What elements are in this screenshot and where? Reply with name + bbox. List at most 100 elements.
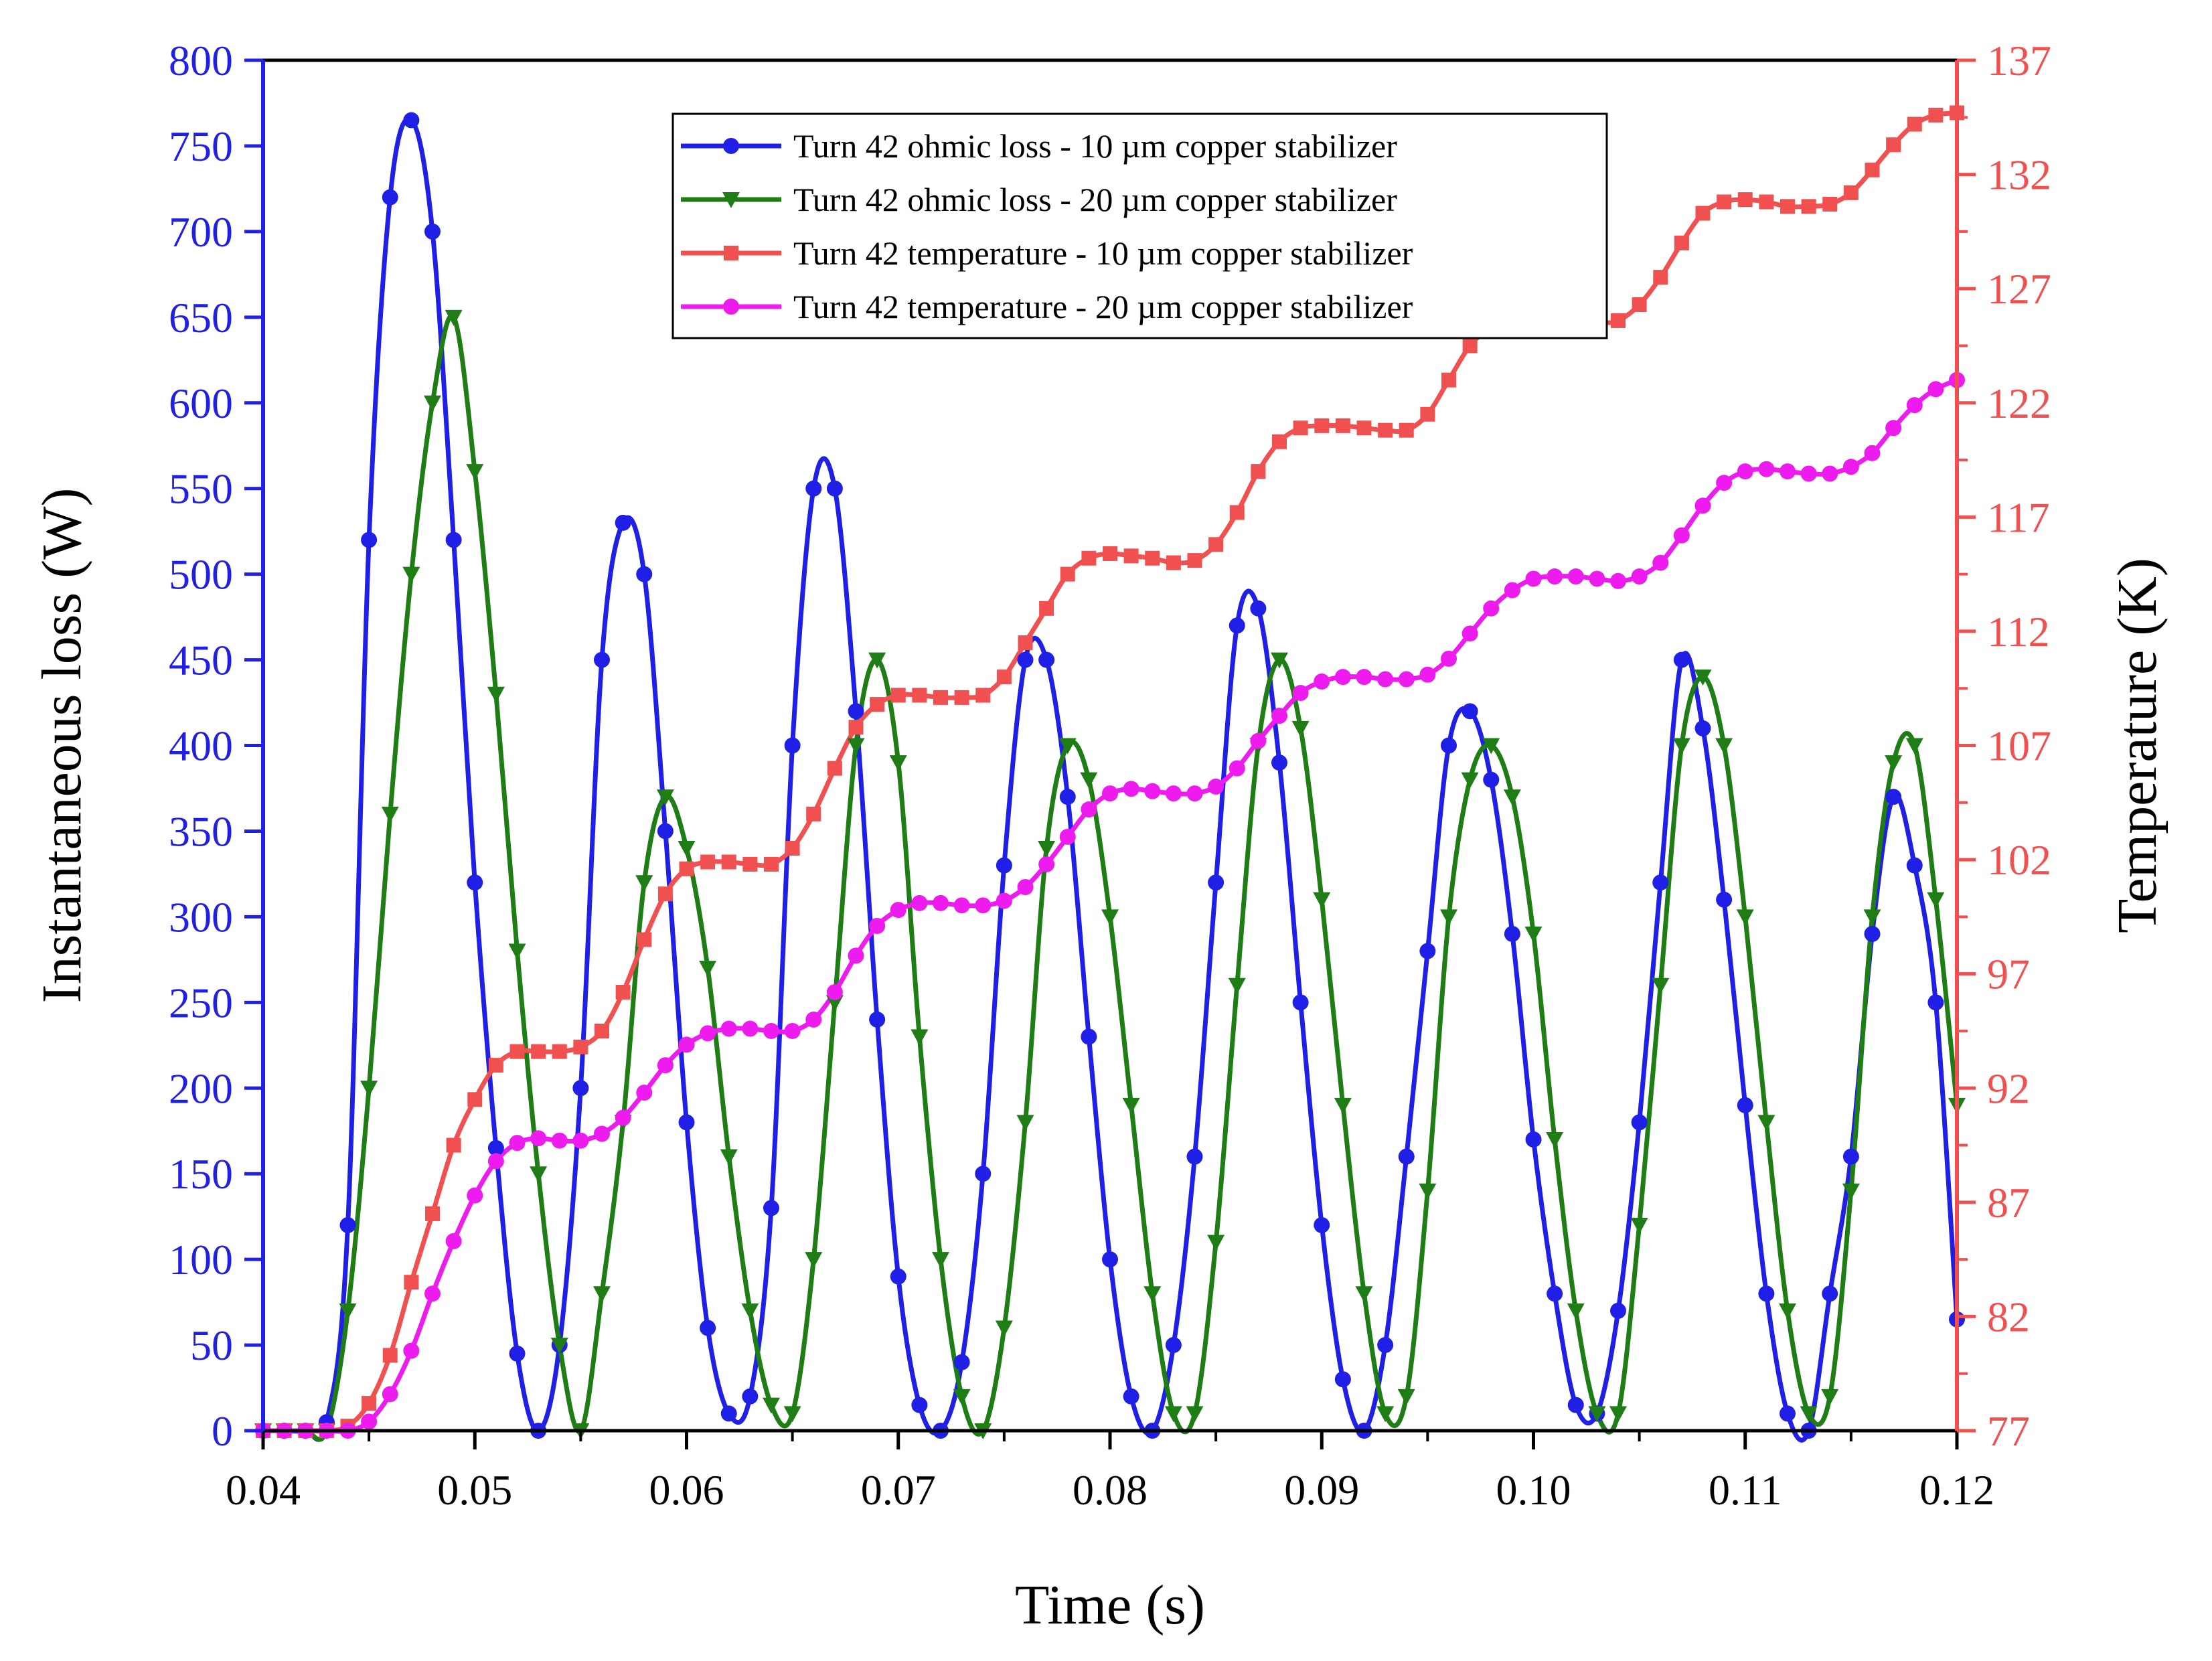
data-point-series-4 (445, 1233, 462, 1249)
data-point-series-3 (467, 1092, 483, 1107)
data-point-series-3 (1674, 235, 1689, 250)
data-point-series-2 (1757, 1115, 1775, 1131)
data-point-series-4 (1038, 856, 1055, 872)
data-point-series-4 (1377, 671, 1394, 688)
data-point-series-4 (1885, 420, 1902, 437)
y-right-tick-label: 122 (1987, 380, 2051, 427)
data-point-series-3 (446, 1137, 461, 1153)
data-point-series-3 (1653, 270, 1668, 285)
data-point-series-1 (572, 1080, 589, 1097)
data-point-series-4 (1250, 732, 1267, 749)
data-point-series-4 (615, 1109, 631, 1126)
data-point-series-1 (805, 480, 822, 497)
data-point-series-1 (1398, 1148, 1415, 1165)
legend-marker-3 (724, 246, 738, 260)
data-point-series-1 (339, 1216, 356, 1233)
y-left-tick-label: 800 (169, 37, 233, 84)
data-point-series-2 (1291, 720, 1310, 737)
data-point-series-4 (361, 1413, 378, 1430)
data-point-series-3 (615, 984, 631, 1000)
legend-label-4: Turn 42 temperature - 20 µm copper stabi… (793, 288, 1413, 325)
data-point-series-2 (1524, 926, 1543, 943)
data-point-series-1 (953, 1354, 970, 1370)
data-point-series-2 (1376, 1406, 1395, 1423)
data-point-series-2 (1313, 892, 1331, 908)
data-point-series-3 (827, 761, 842, 776)
data-point-series-4 (996, 892, 1012, 909)
data-point-series-2 (360, 1081, 378, 1097)
data-point-series-3 (806, 806, 821, 821)
data-point-series-2 (1164, 1406, 1182, 1423)
data-point-series-1 (1081, 1028, 1097, 1045)
y-left-tick-label: 550 (169, 465, 233, 513)
x-tick-label: 0.10 (1496, 1466, 1571, 1514)
data-point-series-1 (1780, 1405, 1796, 1422)
legend-label-1: Turn 42 ohmic loss - 10 µm copper stabil… (793, 127, 1397, 165)
x-tick-label: 0.12 (1919, 1466, 1994, 1514)
data-point-series-4 (763, 1022, 779, 1039)
data-point-series-1 (1441, 737, 1457, 754)
data-point-series-2 (1440, 909, 1457, 926)
legend-label-3: Turn 42 temperature - 10 µm copper stabi… (793, 234, 1413, 272)
data-point-series-2 (1927, 892, 1945, 908)
data-point-series-4 (1525, 570, 1542, 587)
data-point-series-2 (1461, 772, 1479, 789)
data-point-series-2 (1694, 669, 1712, 686)
data-point-series-3 (1166, 555, 1181, 570)
data-point-series-1 (1102, 1251, 1118, 1268)
data-point-series-2 (1905, 738, 1923, 755)
data-point-series-4 (572, 1132, 589, 1149)
y-left-tick-label: 150 (169, 1150, 233, 1198)
data-point-series-2 (1080, 772, 1098, 789)
data-point-series-2 (1122, 1097, 1140, 1114)
x-tick-label: 0.09 (1284, 1466, 1359, 1514)
data-point-series-4 (1631, 568, 1648, 585)
legend: Turn 42 ohmic loss - 10 µm copper stabil… (672, 112, 1608, 339)
data-point-series-2 (1503, 789, 1521, 806)
series-line-1 (263, 116, 1960, 1443)
data-point-series-4 (1292, 685, 1309, 702)
data-point-series-3 (954, 690, 969, 705)
data-point-series-1 (467, 874, 483, 891)
data-point-series-4 (742, 1020, 759, 1037)
data-point-series-3 (1886, 137, 1901, 153)
data-point-series-3 (637, 932, 652, 947)
data-point-series-4 (1694, 497, 1711, 514)
x-tick-label: 0.07 (861, 1466, 936, 1514)
data-point-series-4 (509, 1135, 526, 1152)
data-point-series-2 (1609, 1406, 1627, 1423)
data-point-series-4 (1271, 708, 1287, 724)
data-point-series-2 (805, 1252, 823, 1269)
data-point-series-1 (1567, 1397, 1584, 1413)
data-point-series-4 (890, 902, 906, 919)
data-point-series-4 (1842, 459, 1859, 475)
data-point-series-2 (932, 1252, 949, 1269)
data-point-series-4 (678, 1036, 695, 1053)
data-point-series-4 (594, 1125, 610, 1142)
x-tick-label: 0.08 (1073, 1466, 1148, 1514)
data-point-series-1 (1885, 789, 1902, 805)
data-point-series-4 (1652, 554, 1669, 571)
data-point-series-4 (1547, 568, 1563, 585)
data-point-series-4 (1229, 760, 1245, 777)
y-right-tick-label: 132 (1987, 151, 2051, 199)
data-point-series-1 (1610, 1302, 1626, 1319)
data-point-series-1 (1758, 1285, 1775, 1302)
data-point-series-2 (1482, 738, 1500, 755)
data-point-series-2 (889, 755, 907, 772)
data-point-series-2 (763, 1397, 780, 1414)
data-point-series-1 (487, 1139, 504, 1156)
data-point-series-3 (1843, 185, 1859, 200)
data-point-series-2 (741, 1303, 759, 1320)
data-point-series-1 (1547, 1285, 1563, 1302)
data-point-series-1 (1229, 617, 1245, 634)
data-point-series-4 (467, 1187, 483, 1204)
data-point-series-3 (1420, 406, 1435, 422)
data-point-series-1 (382, 189, 398, 206)
data-point-series-3 (1399, 422, 1414, 438)
data-point-series-4 (1165, 785, 1182, 802)
data-point-series-4 (1567, 568, 1584, 585)
data-point-series-2 (1736, 909, 1754, 926)
data-point-series-1 (763, 1200, 779, 1216)
y-right-tick-label: 77 (1987, 1407, 2030, 1455)
